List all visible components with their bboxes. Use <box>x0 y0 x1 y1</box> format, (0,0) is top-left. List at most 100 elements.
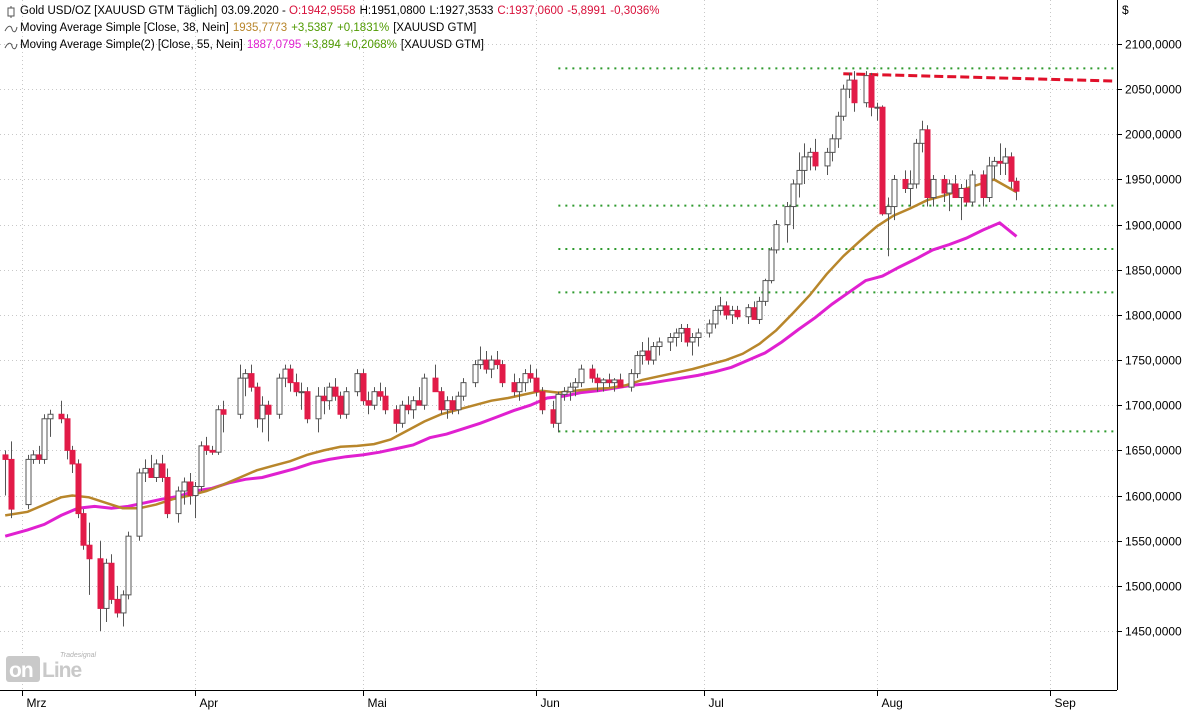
candle-body <box>159 463 166 478</box>
candle-body <box>449 400 456 411</box>
candle-up <box>628 369 635 392</box>
candle-up <box>455 391 462 415</box>
candle-body <box>527 373 534 379</box>
candle-down <box>589 364 596 383</box>
candle-up <box>790 179 797 230</box>
legend-ma55-name: Moving Average Simple(2) [Close, 55, Nei… <box>20 39 243 51</box>
candle-body <box>991 160 998 167</box>
candle-up <box>885 197 892 257</box>
candle-body <box>969 174 976 203</box>
candle-up <box>343 387 350 419</box>
candle-up <box>259 396 266 433</box>
legend-change: -5,8991 <box>567 5 607 17</box>
candle-body <box>360 373 367 402</box>
candle-up <box>561 387 568 401</box>
candle-body <box>198 445 205 488</box>
candle-body <box>444 400 451 411</box>
candle-body <box>617 379 624 388</box>
candle-body <box>114 598 121 614</box>
candle-down <box>963 179 970 207</box>
candle-down <box>684 323 691 347</box>
candle-up <box>756 296 763 324</box>
legend-ma38-name: Moving Average Simple [Close, 38, Nein] <box>20 22 229 34</box>
candle-body <box>405 404 412 411</box>
candle-body <box>606 379 613 384</box>
candle-down <box>69 445 76 473</box>
candle-down <box>868 72 875 117</box>
candle-body <box>555 393 562 424</box>
candle-up <box>634 351 641 379</box>
candle-down <box>382 387 389 415</box>
candle-down <box>8 441 15 519</box>
candle-body <box>276 377 283 415</box>
candle-up <box>907 170 914 207</box>
candle-down <box>723 301 730 320</box>
candle-down <box>220 400 227 433</box>
candle-body <box>265 404 272 415</box>
candle-up <box>729 305 736 324</box>
candle-body <box>589 368 596 379</box>
legend-ma55-change: +3,894 <box>305 39 341 51</box>
candle-body <box>472 364 479 384</box>
x-tick-label: Apr <box>200 696 219 710</box>
candle-body <box>304 391 311 420</box>
candle-up <box>237 364 244 419</box>
candle-up <box>712 305 719 329</box>
candle-body <box>807 151 814 158</box>
candle-body <box>25 458 32 506</box>
candle-body <box>751 307 758 320</box>
candle-up <box>421 373 428 410</box>
candle-up <box>986 156 993 203</box>
candle-body <box>986 165 993 199</box>
candle-body <box>254 386 261 420</box>
candle-body <box>874 106 881 109</box>
candle-body <box>941 178 948 194</box>
candle-body <box>863 75 870 104</box>
candle-body <box>868 75 875 108</box>
candle-up <box>399 400 406 428</box>
candle-body <box>416 400 423 406</box>
candle-up <box>762 278 769 306</box>
candle-up <box>891 174 898 221</box>
candle-body <box>790 183 797 208</box>
candle-up <box>460 378 467 401</box>
candle-down <box>64 414 71 460</box>
candle-up <box>991 156 998 180</box>
moving-averages <box>4 178 1018 538</box>
y-tick-label: 1600,0000 <box>1125 490 1182 504</box>
candle-body <box>298 391 305 394</box>
candle-body <box>762 280 769 302</box>
y-tick-label: 1550,0000 <box>1125 535 1182 549</box>
candle-up <box>784 202 791 243</box>
candle-body <box>287 368 294 384</box>
candle-body <box>784 206 791 226</box>
candle-body <box>187 481 194 497</box>
ma55-line <box>4 221 1018 538</box>
candle-body <box>667 337 674 343</box>
candle-down <box>321 387 328 415</box>
candle-up <box>572 378 579 397</box>
line-series-icon <box>4 25 18 32</box>
candle-body <box>181 481 188 492</box>
candle-body <box>628 373 635 388</box>
candle-body <box>980 174 987 199</box>
candle-body <box>673 332 680 339</box>
candle-body <box>539 391 546 411</box>
candle-down <box>304 387 311 424</box>
candle-up <box>488 355 495 379</box>
candle-up <box>472 360 479 388</box>
y-tick-label: 2000,0000 <box>1125 128 1182 142</box>
candle-up <box>444 396 451 419</box>
logo-small-text: Tradesignal <box>60 652 97 659</box>
candle-up <box>695 328 702 347</box>
candle-body <box>477 359 484 366</box>
candle-body <box>332 386 339 397</box>
candle-down <box>2 450 9 496</box>
candle-up <box>298 382 305 410</box>
ma38-line <box>5 178 1018 517</box>
candle-down <box>924 125 931 207</box>
candle-body <box>460 382 467 397</box>
candle-down <box>416 387 423 406</box>
candle-down <box>812 138 819 171</box>
candle-body <box>756 300 763 320</box>
